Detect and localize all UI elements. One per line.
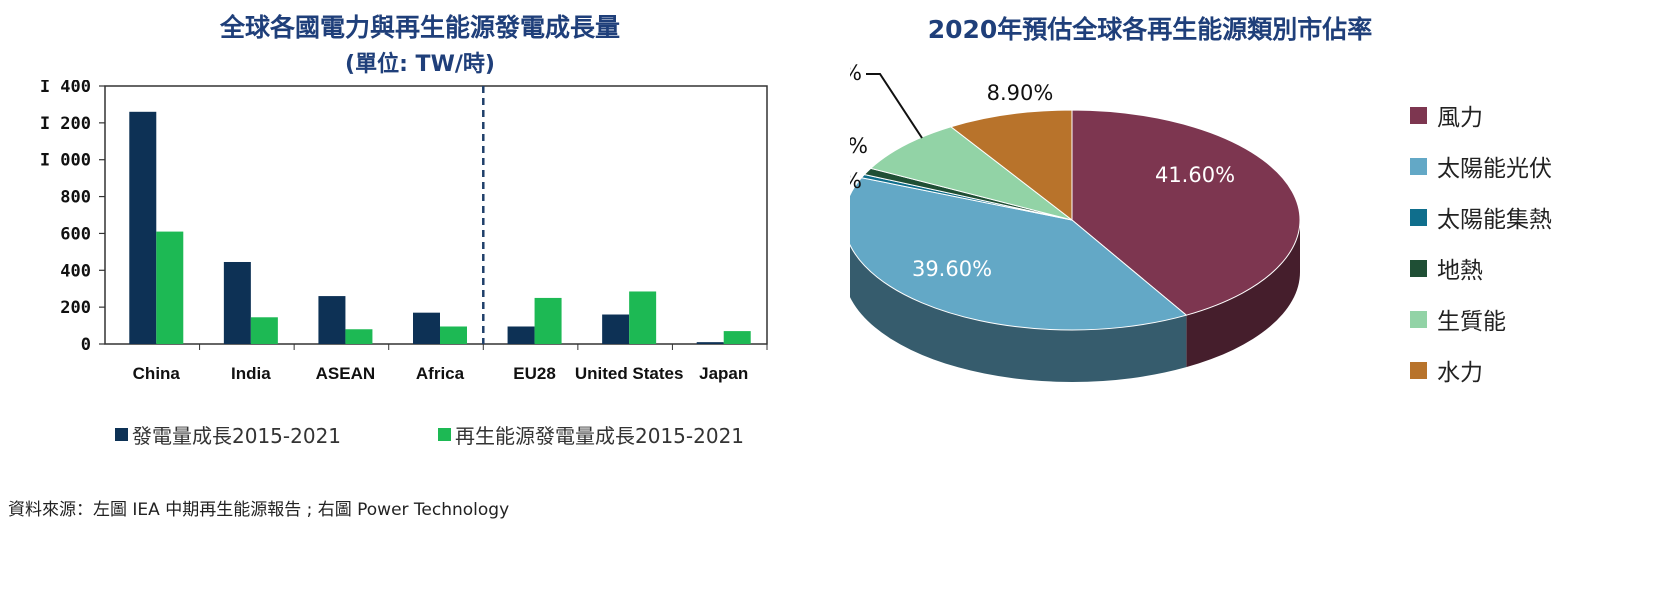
bar [602, 314, 630, 344]
legend-swatch [438, 428, 451, 441]
x-tick-label: Africa [416, 364, 465, 383]
bar [250, 317, 278, 344]
legend-swatch [1410, 208, 1427, 226]
pie-chart-title: 2020年預估全球各再生能源類別市佔率 [927, 15, 1373, 44]
bar [129, 111, 157, 344]
bar-legend-item-2: 再生能源發電量成長2015-2021 [438, 420, 744, 449]
legend-swatch [1410, 310, 1427, 328]
bar-chart-subtitle: (單位: TW/時) [345, 52, 495, 77]
x-tick-label: China [133, 364, 181, 383]
x-tick-label: India [231, 364, 271, 383]
pie-data-label: 0.50% [850, 169, 862, 193]
legend-swatch [115, 428, 128, 441]
bar [440, 326, 467, 344]
bar [318, 296, 346, 344]
bar [723, 331, 751, 344]
legend-swatch [1410, 157, 1427, 175]
pie-legend-item: 風力 [1410, 98, 1483, 132]
pie-side-0 [1186, 220, 1300, 368]
pie-legend-item: 太陽能集熱 [1410, 200, 1552, 234]
pie-data-label: 1.00% [850, 134, 868, 158]
legend-label: 風力 [1437, 105, 1483, 131]
legend-swatch [1410, 361, 1427, 379]
pie-data-label: 39.60% [912, 257, 992, 281]
pie-legend-item: 太陽能光伏 [1410, 149, 1552, 183]
y-tick-label: 800 [60, 188, 91, 208]
pie-side-1 [850, 244, 1187, 382]
bar [156, 231, 184, 344]
bar [534, 297, 562, 344]
y-tick-label: 200 [60, 298, 91, 318]
pie-slice [850, 177, 1188, 331]
x-tick-label: ASEAN [316, 364, 376, 383]
legend-label: 地熱 [1437, 258, 1483, 284]
bar [413, 312, 440, 344]
bar [629, 291, 657, 344]
legend-label: 發電量成長2015-2021 [132, 424, 342, 448]
pie-chart: 41.60% 39.60% 0.50% 1.00% 8.30% 8.90% [850, 61, 1301, 382]
pie-legend-item: 水力 [1410, 353, 1483, 387]
pie-data-label: 8.30% [850, 61, 862, 85]
pie-slice [1071, 109, 1301, 316]
pie-data-label: 8.90% [987, 81, 1054, 105]
pie-slice [869, 126, 1073, 221]
bar-chart: 0 200 400 600 800 I 000 I 200 I 400 China India AS… [40, 80, 768, 383]
source-note: 資料來源：左圖 IEA 中期再生能源報告 ; 右圖 Power Technolo… [8, 500, 510, 520]
legend-label: 太陽能集熱 [1437, 207, 1552, 233]
y-tick-label: 400 [60, 261, 91, 281]
pie-legend-item: 地熱 [1410, 251, 1483, 285]
x-tick-label: Japan [699, 364, 748, 383]
legend-label: 生質能 [1437, 309, 1506, 335]
y-tick-label: I 400 [40, 80, 91, 97]
bar [223, 261, 251, 344]
y-tick-label: 600 [60, 224, 91, 244]
x-tick-label: United States [575, 364, 684, 383]
bar-chart-title: 全球各國電力與再生能源發電成長量 [219, 13, 620, 42]
bar [696, 342, 724, 344]
legend-label: 再生能源發電量成長2015-2021 [455, 424, 745, 448]
y-tick-label: I 000 [40, 151, 91, 171]
y-tick-label: I 200 [40, 114, 91, 134]
legend-label: 太陽能光伏 [1437, 156, 1552, 182]
bar [345, 329, 373, 344]
pie-legend-item: 生質能 [1410, 302, 1506, 336]
pie-slice [949, 109, 1073, 222]
legend-swatch [1410, 259, 1427, 277]
pie-data-label: 41.60% [1155, 163, 1235, 187]
x-tick-label: EU28 [513, 364, 556, 383]
bar-legend-item-1: 發電量成長2015-2021 [115, 420, 341, 449]
y-tick-label: 0 [81, 335, 91, 355]
bar [507, 326, 535, 344]
legend-label: 水力 [1437, 360, 1483, 386]
leader-line [866, 73, 923, 139]
legend-swatch [1410, 106, 1427, 124]
plot-frame [104, 85, 768, 345]
